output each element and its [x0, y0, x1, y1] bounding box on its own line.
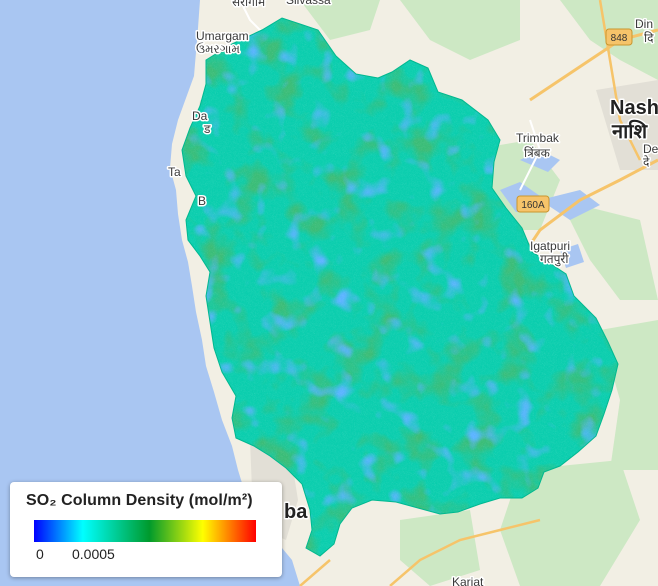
place-karjat: Karjat	[452, 575, 484, 586]
legend-title: SO₂ Column Density (mol/m²)	[26, 492, 253, 509]
legend-color-bar	[34, 520, 256, 542]
place-trimbak-mr: त्रिंबक	[524, 146, 551, 160]
road-shield-160a: 160A	[516, 195, 550, 213]
place-deolali-mr: दे	[643, 155, 650, 169]
svg-text:160A: 160A	[521, 200, 545, 211]
place-dahanu: Da	[192, 109, 208, 123]
svg-text:848: 848	[611, 33, 628, 44]
legend-min-label: 0	[36, 546, 44, 562]
place-igatpuri-mr: गतपुरी	[540, 252, 569, 267]
place-boisar: B	[198, 194, 206, 208]
place-igatpuri: Igatpuri	[530, 239, 570, 253]
place-dindori-mr: दि	[644, 31, 654, 45]
place-umargam-guj: ઉમરગામ	[196, 42, 240, 56]
legend-ticks: 0 0.0005	[26, 546, 268, 566]
place-dahanu-mr: ड	[203, 122, 211, 136]
place-umargam: Umargam	[196, 29, 249, 43]
place-tarapur: Ta	[168, 165, 181, 179]
place-dindori: Din	[635, 17, 653, 31]
place-nashik-mr: नाशि	[611, 119, 648, 143]
place-mumbai: ba	[284, 501, 308, 523]
place-labels: Silvassa सरीगाम Umargam ઉમરગામ Nash नाशि…	[167, 0, 658, 586]
place-silvassa: Silvassa	[286, 0, 331, 7]
legend-panel: SO₂ Column Density (mol/m²) 0 0.0005	[10, 482, 282, 577]
place-deolali: De	[643, 142, 658, 156]
place-trimbak: Trimbak	[516, 131, 560, 145]
road-shield-848: 848	[605, 28, 633, 46]
place-nashik: Nash	[610, 97, 658, 119]
place-sarigam: सरीगाम	[232, 0, 266, 9]
legend-max-label: 0.0005	[72, 546, 115, 562]
